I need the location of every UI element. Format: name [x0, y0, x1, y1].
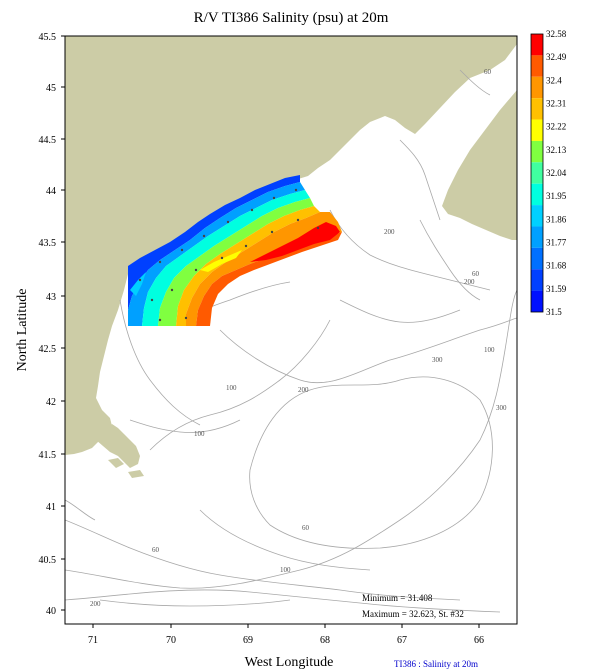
land-cape-cod	[96, 424, 140, 468]
lat-tick-label: 42.5	[39, 344, 57, 355]
contour-label: 100	[194, 430, 205, 438]
land-islands	[108, 458, 144, 478]
contour-label: 200	[384, 228, 395, 236]
contour-label: 100	[280, 566, 291, 574]
lat-tick-labels: 45.5 45 44.5 44 43.5 43 42.5 42 41.5 41 …	[39, 32, 57, 617]
colorbar-swatch	[531, 205, 543, 227]
colorbar-label: 32.31	[546, 99, 566, 109]
lat-tick-label: 41.5	[39, 450, 57, 461]
colorbar-swatch	[531, 162, 543, 184]
colorbar: 32.58 32.49 32.4 32.31 32.22 32.13 32.04 31.95 3…	[530, 29, 567, 317]
colorbar-label: 31.5	[546, 307, 562, 317]
colorbar-swatch	[531, 34, 543, 56]
colorbar-swatch	[531, 183, 543, 206]
colorbar-swatch	[531, 226, 543, 248]
colorbar-swatch	[531, 269, 543, 291]
colorbar-label: 31.77	[546, 238, 567, 248]
colorbar-label: 31.59	[546, 284, 567, 294]
colorbar-label: 31.68	[546, 261, 567, 271]
colorbar-label: 32.49	[546, 52, 567, 62]
salinity-field	[128, 175, 342, 326]
colorbar-label: 31.86	[546, 214, 567, 224]
colorbar-label: 32.13	[546, 145, 567, 155]
colorbar-swatch	[531, 290, 543, 312]
maximum-stat: Maximum = 32.623, St. #32	[362, 609, 464, 619]
contour-label: 300	[432, 356, 443, 364]
contour-label: 60	[484, 68, 492, 76]
lat-tick-label: 43	[46, 292, 56, 303]
footer-caption: TI386 : Salinity at 20m	[394, 659, 478, 669]
colorbar-label: 32.58	[546, 29, 567, 39]
map-title: R/V TI386 Salinity (psu) at 20m	[194, 10, 389, 26]
contour-label: 60	[302, 524, 310, 532]
colorbar-label: 32.4	[546, 75, 562, 85]
contour-label: 300	[496, 404, 507, 412]
lat-tick-label: 42	[46, 397, 56, 408]
x-axis-title: West Longitude	[245, 655, 334, 670]
contour-label: 200	[298, 386, 309, 394]
colorbar-swatch	[531, 140, 543, 163]
lat-tick-label: 43.5	[39, 238, 57, 249]
lon-tick-label: 71	[88, 635, 98, 646]
lon-tick-label: 68	[320, 635, 330, 646]
lat-tick-label: 40	[46, 606, 56, 617]
colorbar-swatch	[531, 119, 543, 141]
contour-label: 100	[226, 384, 237, 392]
land-mainland	[65, 36, 517, 455]
colorbar-label: 32.04	[546, 168, 567, 178]
lat-tick-label: 41	[46, 502, 56, 513]
lat-tick-label: 40.5	[39, 555, 57, 566]
colorbar-label: 31.95	[546, 191, 567, 201]
land-nova-scotia	[442, 90, 517, 240]
contour-label: 200	[90, 600, 101, 608]
axis-ticks	[61, 35, 480, 628]
colorbar-swatch	[531, 98, 543, 120]
lon-tick-label: 67	[397, 635, 407, 646]
lat-tick-label: 45	[46, 83, 56, 94]
minimum-stat: Minimum = 31.408	[362, 593, 433, 603]
y-axis-title: North Latitude	[15, 289, 30, 372]
plot-frame	[64, 35, 518, 625]
colorbar-swatch	[531, 76, 543, 99]
station-markers	[138, 188, 320, 322]
lat-tick-label: 44.5	[39, 135, 57, 146]
contour-label: 60	[472, 270, 480, 278]
colorbar-label: 32.22	[546, 122, 566, 132]
colorbar-swatch	[531, 55, 543, 77]
lon-tick-label: 66	[474, 635, 484, 646]
contour-label: 200	[464, 278, 475, 286]
lon-tick-label: 70	[166, 635, 176, 646]
colorbar-swatch	[531, 247, 543, 270]
lon-tick-label: 69	[243, 635, 253, 646]
contour-label: 60	[152, 546, 160, 554]
colorbar-frame	[530, 33, 544, 313]
lon-tick-labels: 71 70 69 68 67 66	[88, 635, 484, 646]
contour-label: 100	[484, 346, 495, 354]
lat-tick-label: 45.5	[39, 32, 57, 43]
lat-tick-label: 44	[46, 186, 56, 197]
